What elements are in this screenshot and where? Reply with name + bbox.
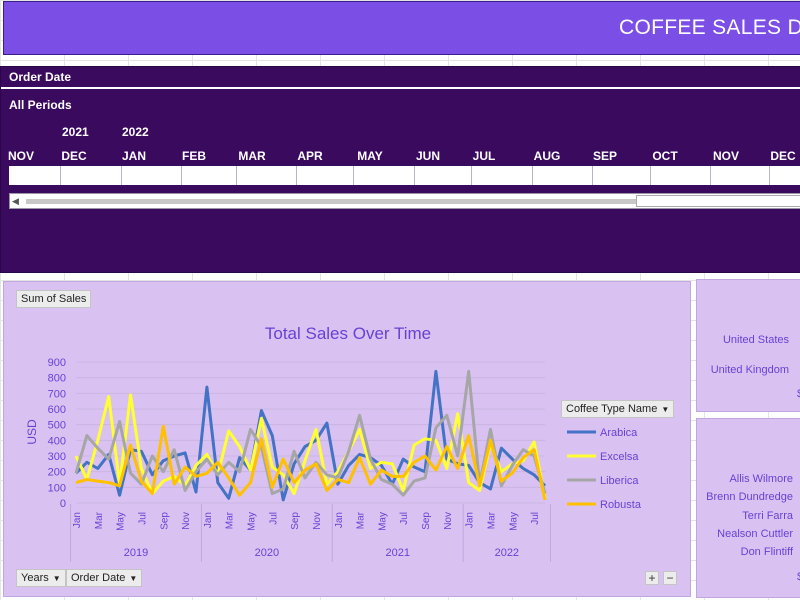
legend-entry: Excelsa xyxy=(600,451,639,463)
timeline-month-label: MAY xyxy=(357,149,383,163)
scroll-left-icon[interactable]: ◀ xyxy=(12,196,19,206)
x-month-label: Mar xyxy=(225,511,236,529)
timeline-year-label: 2022 xyxy=(122,125,149,139)
collapse-field-button[interactable]: − xyxy=(663,571,677,585)
chart-title: Total Sales Over Time xyxy=(265,324,431,343)
customer-label: Don Flintiff xyxy=(740,546,793,558)
y-tick-label: 900 xyxy=(48,357,66,369)
x-month-label: Jul xyxy=(530,512,541,525)
timeline-month-label: AUG xyxy=(533,149,561,163)
x-month-label: Jul xyxy=(399,512,410,525)
series-line-liberica xyxy=(74,369,547,497)
year-label: 2021 xyxy=(386,547,410,559)
timeline-month-label: JUN xyxy=(415,149,441,163)
timeline-month-label: NOV xyxy=(712,149,740,163)
coffee-type-filter-label: Coffee Type Name xyxy=(566,403,658,415)
y-tick-label: 0 xyxy=(60,498,66,510)
timeline-periods-label: All Periods xyxy=(9,98,72,112)
customer-value-partial: $ xyxy=(797,571,800,583)
country-value-partial: $ xyxy=(797,388,800,400)
country-label: United Kingdom xyxy=(710,364,789,376)
x-month-label: Jul xyxy=(268,512,279,525)
timeline-month-label: FEB xyxy=(182,149,206,163)
customer-sales-panel: Allis Wilmore Brenn Dundredge Terri Farr… xyxy=(696,418,800,598)
dashboard-title-bar: COFFEE SALES DA xyxy=(3,1,800,55)
y-tick-label: 600 xyxy=(48,404,66,416)
customer-label: Brenn Dundredge xyxy=(706,491,793,503)
x-month-label: May xyxy=(247,512,258,531)
legend-entry: Arabica xyxy=(600,427,638,439)
country-label: United States xyxy=(722,334,789,346)
timeline-scrollbar[interactable]: ◀ xyxy=(9,193,800,209)
y-tick-label: 700 xyxy=(48,388,66,400)
y-axis-label: USD xyxy=(25,419,39,445)
scrollbar-track[interactable] xyxy=(26,199,636,204)
timeline-period-bar[interactable] xyxy=(9,166,800,185)
year-label: 2022 xyxy=(495,547,519,559)
timeline-month-label: JUL xyxy=(472,149,496,163)
x-month-label: Sep xyxy=(421,512,432,530)
customer-label: Nealson Cuttler xyxy=(717,528,793,540)
timeline-month-label: OCT xyxy=(652,149,678,163)
y-tick-label: 100 xyxy=(48,482,66,494)
year-label: 2019 xyxy=(124,547,148,559)
chevron-down-icon: ▼ xyxy=(661,405,670,414)
coffee-type-filter-button[interactable]: Coffee Type Name ▼ xyxy=(561,400,675,418)
x-month-label: Mar xyxy=(486,511,497,529)
legend-entry: Robusta xyxy=(600,499,642,511)
y-tick-label: 400 xyxy=(48,435,66,447)
years-field-button[interactable]: Years ▼ xyxy=(16,569,66,587)
x-month-label: Sep xyxy=(290,512,301,530)
total-sales-line-chart: Total Sales Over Time 0 100 200 300 400 500 600… xyxy=(25,324,642,562)
y-tick-label: 500 xyxy=(48,420,66,432)
x-month-label: May xyxy=(116,512,127,531)
timeline-month-label: NOV xyxy=(7,149,35,163)
expand-field-button[interactable]: + xyxy=(645,571,659,585)
chevron-down-icon: ▼ xyxy=(129,574,138,583)
order-date-timeline[interactable]: Order Date All Periods 2021 2022 NOV DEC… xyxy=(0,66,800,273)
timeline-month-label: SEP xyxy=(592,149,618,163)
x-month-label: Jan xyxy=(465,512,476,528)
sum-of-sales-field-button[interactable]: Sum of Sales xyxy=(16,290,92,308)
order-date-field-button[interactable]: Order Date ▼ xyxy=(66,569,143,587)
y-tick-label: 800 xyxy=(48,373,66,385)
timeline-month-label: JAN xyxy=(121,149,147,163)
x-month-label: Jan xyxy=(334,512,345,528)
timeline-month-label: APR xyxy=(297,149,323,163)
x-month-label: May xyxy=(508,512,519,531)
x-month-label: Sep xyxy=(159,512,170,530)
years-field-label: Years xyxy=(21,572,49,584)
timeline-month-label: MAR xyxy=(238,149,266,163)
legend-entry: Liberica xyxy=(600,475,639,487)
chevron-down-icon: ▼ xyxy=(52,574,61,583)
x-month-label: Jul xyxy=(137,512,148,525)
dashboard-title: COFFEE SALES DA xyxy=(619,16,800,39)
series-line-robusta xyxy=(75,424,547,501)
timeline-year-label: 2021 xyxy=(62,125,89,139)
x-month-label: Jan xyxy=(72,512,83,528)
customer-label: Terri Farra xyxy=(742,510,793,522)
x-month-label: May xyxy=(377,512,388,531)
sales-chart-panel: Sum of Sales Coffee Type Name ▼ Years ▼ Or… xyxy=(3,281,691,597)
x-month-label: Jan xyxy=(203,512,214,528)
timeline-month-label: DEC xyxy=(61,149,87,163)
x-month-label: Nov xyxy=(312,512,323,530)
x-month-label: Mar xyxy=(94,511,105,529)
y-tick-label: 200 xyxy=(48,467,66,479)
country-sales-panel: United States United Kingdom $ xyxy=(696,279,800,412)
timeline-month-label: DEC xyxy=(770,149,796,163)
x-month-label: Mar xyxy=(356,511,367,529)
scrollbar-thumb[interactable] xyxy=(636,195,800,207)
timeline-header: Order Date xyxy=(1,67,800,89)
customer-label: Allis Wilmore xyxy=(729,473,793,485)
x-month-label: Nov xyxy=(181,512,192,530)
order-date-field-label: Order Date xyxy=(71,572,126,584)
y-tick-label: 300 xyxy=(48,451,66,463)
year-label: 2020 xyxy=(255,547,279,559)
x-month-label: Nov xyxy=(443,512,454,530)
